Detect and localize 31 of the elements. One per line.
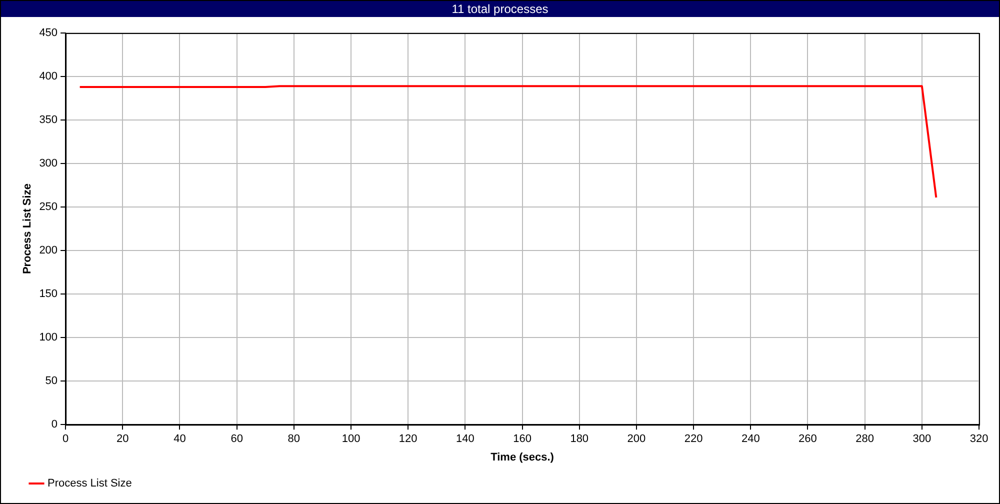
x-tick-label: 20: [116, 433, 129, 446]
y-axis-title: Process List Size: [22, 184, 34, 274]
x-tick-label: 180: [570, 433, 589, 446]
x-tick-label: 280: [856, 433, 874, 446]
y-tick-label: 50: [45, 375, 58, 388]
x-axis-title: Time (secs.): [490, 451, 554, 464]
x-tick-label: 220: [684, 433, 703, 446]
x-tick-label: 80: [288, 433, 300, 446]
y-tick-label: 400: [39, 70, 58, 83]
x-tick-label: 0: [62, 433, 69, 446]
x-tick-label: 40: [174, 433, 186, 446]
x-tick-label: 100: [342, 433, 360, 446]
y-tick-label: 450: [39, 27, 58, 40]
x-tick-label: 160: [513, 433, 532, 446]
x-tick-label: 260: [798, 433, 817, 446]
y-tick-label: 0: [51, 418, 58, 431]
x-tick-label: 60: [230, 433, 243, 446]
x-tick-label: 200: [627, 433, 646, 446]
x-tick-label: 300: [912, 433, 932, 446]
y-tick-label: 250: [39, 201, 58, 214]
y-tick-label: 350: [39, 114, 58, 126]
x-tick-label: 120: [398, 433, 418, 446]
y-tick-label: 150: [39, 288, 58, 300]
chart-title: 11 total processes: [1, 1, 999, 17]
x-tick-label: 240: [741, 433, 760, 446]
y-tick-label: 300: [39, 158, 58, 170]
y-tick-label: 100: [39, 332, 58, 344]
x-tick-label: 140: [456, 433, 474, 446]
x-tick-label: 320: [970, 433, 988, 446]
y-tick-label: 200: [39, 244, 58, 257]
legend-label: Process List Size: [48, 478, 132, 490]
